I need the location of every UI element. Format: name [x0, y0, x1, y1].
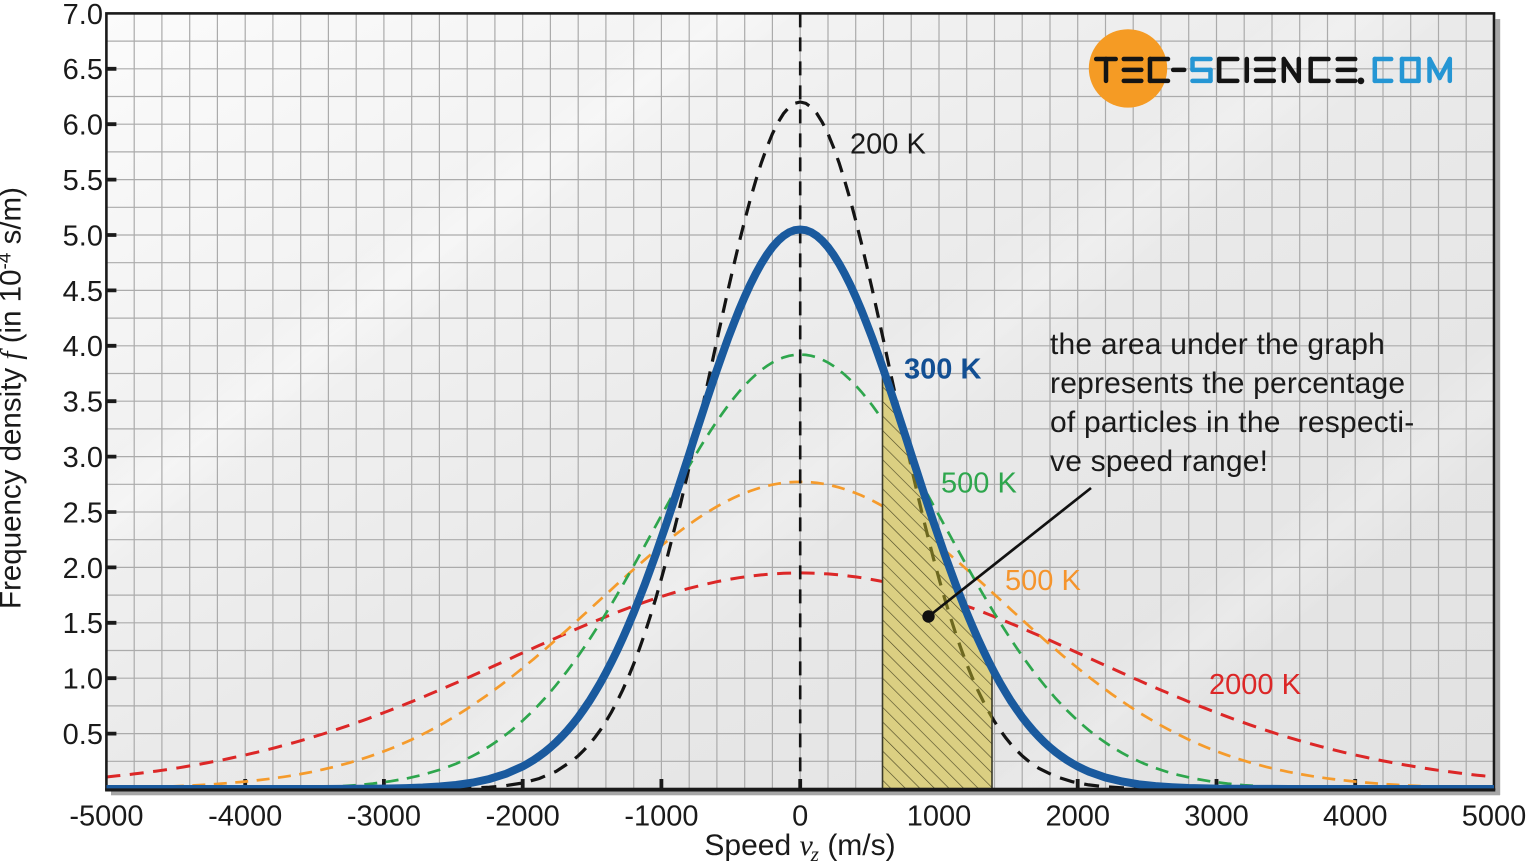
svg-text:6.5: 6.5 [63, 54, 103, 86]
svg-text:the area under the graph: the area under the graph [1050, 328, 1385, 361]
svg-text:2.0: 2.0 [63, 553, 103, 585]
svg-text:3.5: 3.5 [63, 387, 103, 419]
svg-text:-4000: -4000 [208, 801, 282, 833]
svg-text:-5000: -5000 [69, 801, 143, 833]
svg-text:-1000: -1000 [624, 801, 698, 833]
svg-text:4000: 4000 [1323, 801, 1388, 833]
svg-text:0.5: 0.5 [63, 719, 103, 751]
svg-text:4.0: 4.0 [63, 331, 103, 363]
svg-text:of particles in the respecti-: of particles in the respecti- [1050, 406, 1415, 439]
svg-text:300 K: 300 K [904, 354, 981, 386]
svg-text:2000: 2000 [1045, 801, 1110, 833]
svg-text:-2000: -2000 [486, 801, 560, 833]
svg-text:6.0: 6.0 [63, 110, 103, 142]
svg-text:1.5: 1.5 [63, 608, 103, 640]
svg-text:1.0: 1.0 [63, 664, 103, 696]
svg-text:4.5: 4.5 [63, 276, 103, 308]
svg-text:2.5: 2.5 [63, 497, 103, 529]
svg-text:-3000: -3000 [347, 801, 421, 833]
svg-text:5000: 5000 [1462, 801, 1527, 833]
svg-text:Speed vz (m/s): Speed vz (m/s) [704, 829, 895, 864]
svg-text:5.5: 5.5 [63, 165, 103, 197]
svg-text:3000: 3000 [1184, 801, 1249, 833]
svg-text:3.0: 3.0 [63, 442, 103, 474]
svg-text:represents the percentage: represents the percentage [1050, 367, 1405, 400]
svg-text:500 K: 500 K [1005, 565, 1081, 597]
svg-text:0: 0 [792, 801, 808, 833]
svg-text:1000: 1000 [907, 801, 972, 833]
svg-text:500 K: 500 K [941, 468, 1017, 500]
svg-text:5.0: 5.0 [63, 220, 103, 252]
svg-text:Frequency density f (in 10-4 s: Frequency density f (in 10-4 s/m) [0, 187, 28, 609]
svg-text:ve speed range!: ve speed range! [1050, 445, 1268, 478]
svg-text:2000 K: 2000 K [1209, 669, 1302, 701]
svg-text:200 K: 200 K [850, 129, 926, 161]
svg-text:7.0: 7.0 [63, 0, 103, 31]
